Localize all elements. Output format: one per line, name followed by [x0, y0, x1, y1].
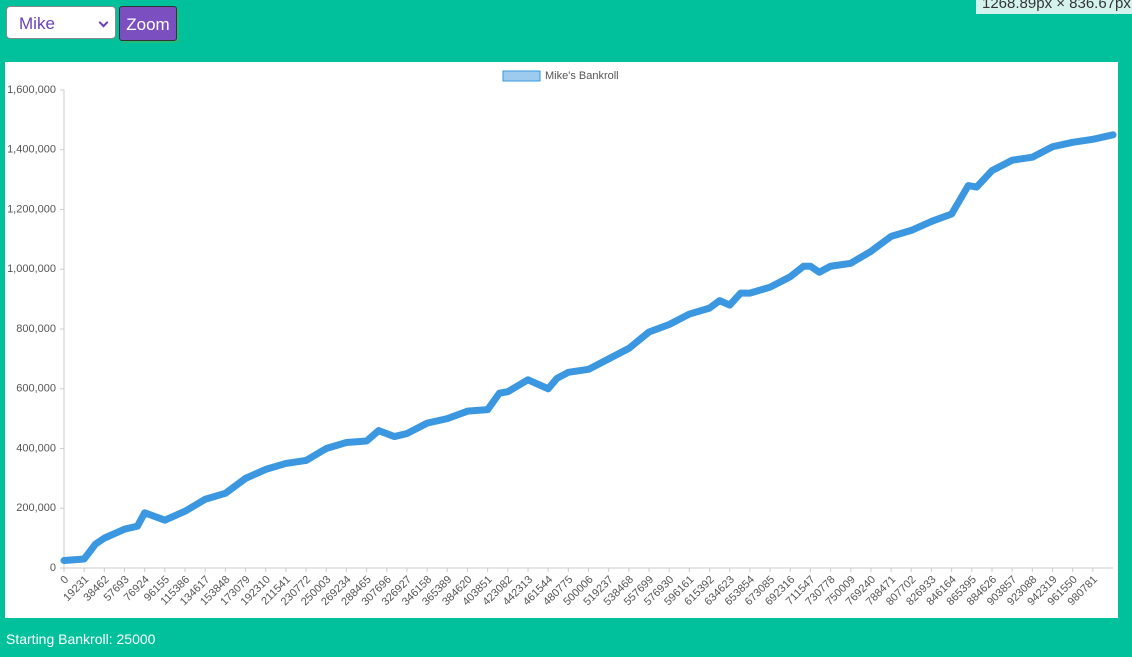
zoom-button[interactable]: Zoom: [119, 6, 177, 41]
footer-text: Starting Bankroll: 25000: [6, 631, 156, 647]
legend-swatch: [502, 70, 541, 82]
y-tick-label: 1,200,000: [7, 203, 56, 215]
y-tick-label: 1,600,000: [7, 84, 56, 96]
size-badge: 1268.89px × 836.67px: [976, 0, 1132, 14]
y-tick-label: 600,000: [16, 383, 56, 395]
y-tick-label: 1,400,000: [7, 144, 56, 156]
line: [60, 131, 1117, 565]
player-select[interactable]: Mike: [6, 6, 116, 39]
y-tick-label: 200,000: [16, 502, 56, 514]
y-tick-label: 0: [50, 562, 56, 574]
legend-label: Mike's Bankroll: [545, 70, 619, 82]
x-tick-label: 0: [58, 574, 71, 587]
y-tick-label: 400,000: [16, 442, 56, 454]
y-tick-label: 800,000: [16, 323, 56, 335]
y-tick-label: 1,000,000: [7, 263, 56, 275]
chart: 0 200,000 400,000 600,000 800,000 1,000,000 1,…: [5, 62, 1118, 618]
